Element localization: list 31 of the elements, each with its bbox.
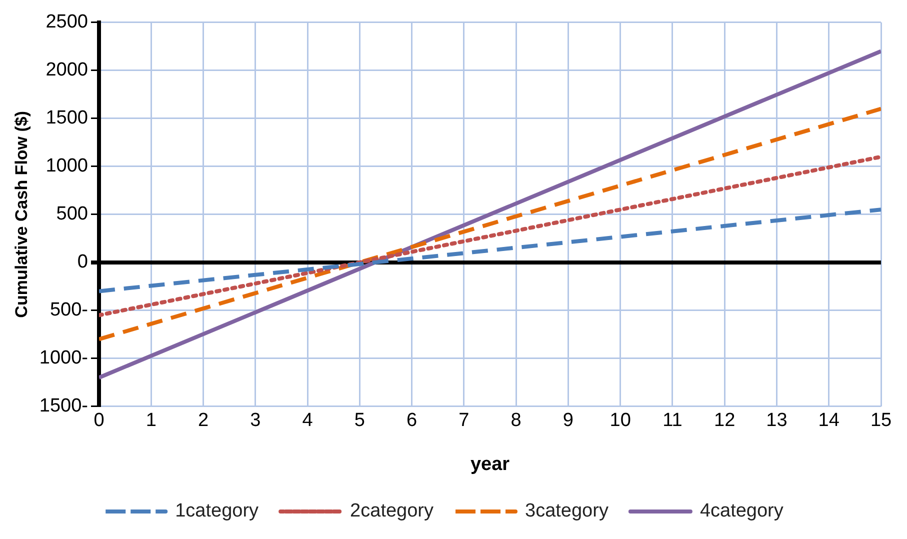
legend-label: 3category <box>525 500 609 522</box>
y-tick-label: 500- <box>50 300 88 321</box>
y-tick-label: 0 <box>77 252 88 273</box>
x-tick-label: 5 <box>354 410 365 432</box>
y-tick-label: 2000 <box>46 60 88 81</box>
x-tick-label: 15 <box>870 410 892 432</box>
x-axis-title: year <box>470 454 510 475</box>
x-tick-label: 7 <box>458 410 470 432</box>
y-tick-label: 2500 <box>46 12 88 33</box>
y-tick-label: 500 <box>56 204 88 225</box>
x-tick-label: 6 <box>406 410 418 432</box>
legend-label: 4category <box>700 500 784 522</box>
y-tick-label: 1500 <box>46 108 88 129</box>
x-tick-label: 3 <box>250 410 261 432</box>
x-tick-label: 8 <box>510 410 522 432</box>
y-tick-label: 1000 <box>46 156 88 177</box>
x-tick-label: 14 <box>818 410 840 432</box>
y-tick-label: 1000- <box>39 348 88 369</box>
x-tick-label: 9 <box>562 410 574 432</box>
legend-label: 1category <box>175 500 260 522</box>
y-tick-label: 1500- <box>39 396 88 417</box>
x-tick-label: 0 <box>94 410 104 432</box>
x-tick-label: 4 <box>302 410 314 432</box>
x-tick-label: 13 <box>766 410 788 432</box>
y-axis-title: Cumulative Cash Flow ($) <box>12 110 31 318</box>
legend-label: 2category <box>350 500 434 522</box>
x-tick-label: 10 <box>610 410 631 432</box>
x-tick-label: 11 <box>662 410 682 432</box>
x-tick-label: 1 <box>146 410 156 432</box>
x-tick-label: 12 <box>714 410 736 432</box>
x-tick-label: 2 <box>198 410 209 432</box>
